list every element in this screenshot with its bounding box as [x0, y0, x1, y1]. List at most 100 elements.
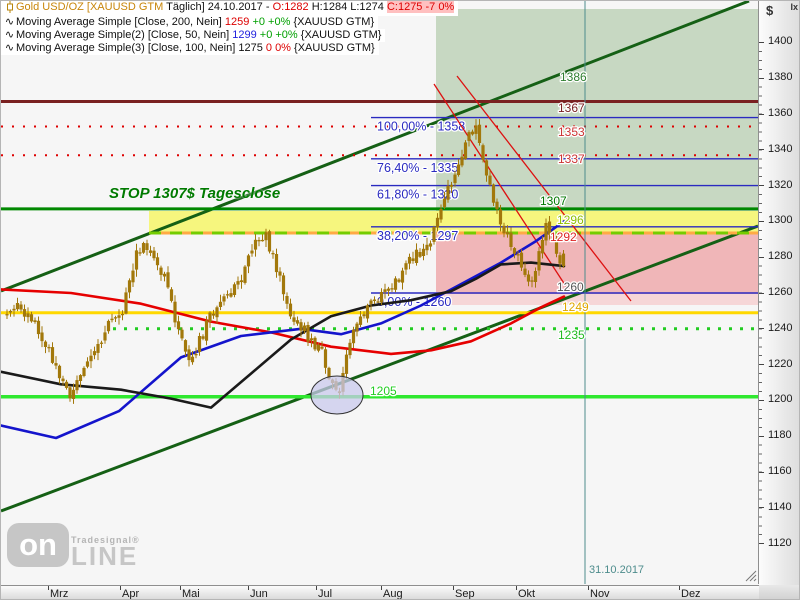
y-axis-label: 1280	[768, 250, 793, 263]
descending-line-2[interactable]	[456, 75, 632, 302]
x-axis-label: Apr	[122, 588, 140, 600]
y-axis-tick	[759, 77, 764, 79]
time-axis[interactable]: Mrz Apr Mai Jun Jul Aug Sep Okt Nov Dez	[1, 585, 759, 600]
watermark-brand-text: Tradesignal®	[71, 535, 140, 545]
legend-row[interactable]: Gold USD/OZ [XAUUSD GTM Täglich] 24.10.2…	[1, 1, 459, 16]
ascending-channel-lower[interactable]	[1, 224, 759, 513]
price-chart[interactable]: on Tradesignal® LINE 100,00% - 1358 76,40…	[1, 1, 759, 584]
y-axis-tick	[759, 292, 764, 294]
y-axis-label: 1240	[768, 321, 793, 334]
price-label-1367: 1367	[558, 101, 585, 115]
y-axis-label: 1260	[768, 286, 793, 298]
tradesignal-logo: on	[7, 523, 69, 567]
axis-corner	[759, 585, 799, 599]
resistance-zone-green	[436, 9, 758, 232]
legend-text: H:1284 L:1274	[311, 1, 387, 13]
stop-annotation: STOP 1307$ Tagesclose	[109, 185, 281, 202]
y-axis-tick	[759, 185, 764, 187]
x-axis-tick	[120, 586, 121, 590]
x-axis-label: Okt	[518, 588, 536, 600]
legend-row[interactable]: ∿ Moving Average Simple [Close, 200, Nein…	[1, 16, 379, 29]
candlestick-icon	[3, 1, 16, 16]
legend-text: Moving Average Simple(3) [Close, 100, Ne…	[16, 42, 266, 54]
x-axis-tick	[453, 586, 454, 590]
sma-200-line[interactable]	[1, 288, 566, 356]
y-axis-label: 1220	[768, 357, 793, 370]
legend-text: Täglich]	[163, 1, 208, 13]
legend-text: {XAUUSD GTM}	[290, 16, 375, 28]
y-axis-label: 1300	[768, 214, 793, 227]
wave-icon: ∿	[4, 16, 15, 28]
price-label-1235: 1235	[558, 328, 585, 342]
x-axis-tick	[180, 586, 181, 590]
y-axis-label: 1140	[768, 500, 792, 513]
wave-icon: ∿	[4, 42, 15, 54]
date-marker-label: 31.10.2017	[589, 564, 644, 576]
legend-text: 1299	[232, 29, 257, 41]
legend-text: 24.10.2017 -	[207, 1, 273, 13]
price-label-1337: 1337	[558, 152, 585, 166]
y-axis-tick	[759, 220, 764, 222]
x-axis-label: Sep	[455, 588, 475, 600]
legend-text: 1259	[224, 16, 250, 28]
y-axis-label: 1120	[768, 536, 792, 549]
y-axis-label: 1340	[768, 142, 793, 155]
legend-text: +0 +0%	[256, 29, 298, 41]
legend-row[interactable]: ∿ Moving Average Simple(3) [Close, 100, N…	[1, 42, 379, 55]
legend-text: Moving Average Simple(2) [Close, 50, Nei…	[16, 29, 233, 41]
x-axis-label: Mai	[182, 588, 200, 600]
price-label-1292: 1292	[550, 230, 577, 244]
circle-annotation[interactable]	[310, 375, 364, 415]
watermark-line-text: LINE	[71, 541, 139, 571]
x-axis-tick	[248, 586, 249, 590]
plot-area[interactable]: 100,00% - 1358 76,40% - 1335 61,80% - 1320…	[1, 1, 759, 589]
y-axis-label: 1320	[768, 178, 793, 191]
y-axis-tick	[759, 507, 764, 509]
support-zone-red-light	[436, 294, 758, 305]
y-axis-tick	[759, 113, 764, 115]
x-axis-tick	[679, 586, 680, 590]
x-axis-label: Dez	[681, 588, 701, 600]
price-label-1386: 1386	[560, 70, 587, 84]
y-axis-tick	[759, 149, 764, 151]
y-axis-tick	[759, 328, 764, 330]
x-axis-label: Jun	[250, 588, 268, 600]
sma-100-line[interactable]	[1, 261, 566, 409]
price-label-1249: 1249	[562, 300, 589, 314]
x-axis-label: Nov	[590, 588, 610, 600]
descending-line-1[interactable]	[433, 83, 570, 292]
legend-text: {XAUUSD GTM}	[297, 29, 382, 41]
legend-text: 0 0%	[265, 42, 291, 54]
y-axis-label: 1380	[768, 71, 793, 84]
x-axis-tick	[516, 586, 517, 590]
ascending-channel-upper[interactable]	[1, 1, 750, 293]
y-axis-tick	[759, 471, 764, 473]
legend-text: O:1282	[272, 1, 312, 13]
price-label-1296: 1296	[557, 213, 584, 227]
support-zone-red	[436, 232, 758, 294]
price-axis[interactable]: $ Ix 1400 1380 1360 1340 1320 1300 1280 1260 124…	[759, 1, 799, 585]
legend-text: +0 +0%	[249, 16, 291, 28]
sma-50-line[interactable]	[1, 220, 566, 440]
legend-text: C:1275 -7 0%	[386, 1, 455, 13]
y-axis-tick	[759, 399, 764, 401]
axis-tools-icon[interactable]: Ix	[790, 2, 798, 12]
y-axis-tick	[759, 364, 764, 366]
y-axis-label: 1400	[768, 35, 793, 48]
x-axis-label: Aug	[383, 588, 403, 600]
legend-text: {XAUUSD GTM}	[290, 42, 375, 54]
resize-handle-icon[interactable]	[745, 570, 757, 582]
y-axis-label: 1200	[768, 393, 793, 406]
price-label-1205: 1205	[370, 384, 397, 398]
fib-label: 100,00% - 1358	[377, 120, 465, 134]
wave-icon: ∿	[4, 29, 15, 41]
chart-legend: Gold USD/OZ [XAUUSD GTM Täglich] 24.10.2…	[1, 1, 459, 55]
x-axis-tick	[48, 586, 49, 590]
x-axis-label: Jul	[318, 588, 333, 600]
x-axis-tick	[316, 586, 317, 590]
fib-label: 38,20% - 1297	[377, 229, 458, 243]
y-axis-tick	[759, 435, 764, 437]
legend-row[interactable]: ∿ Moving Average Simple(2) [Close, 50, Ne…	[1, 29, 386, 42]
x-axis-label: Mrz	[50, 588, 69, 600]
tradesignal-watermark: on Tradesignal® LINE	[7, 523, 140, 571]
